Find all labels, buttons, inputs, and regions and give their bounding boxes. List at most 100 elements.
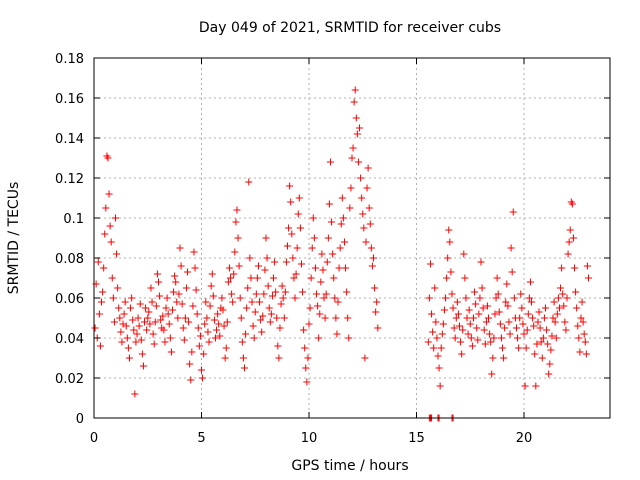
data-point [549, 314, 557, 322]
data-point [245, 178, 253, 186]
data-point [281, 288, 289, 296]
data-point [108, 274, 116, 282]
data-point [320, 294, 328, 302]
data-point [102, 204, 110, 212]
data-point [286, 182, 294, 190]
data-point [524, 310, 532, 318]
data-point [280, 314, 288, 322]
data-point [548, 332, 556, 340]
data-point [305, 320, 313, 328]
data-point [437, 344, 445, 352]
data-point [132, 338, 140, 346]
data-point [334, 298, 342, 306]
data-point [506, 330, 514, 338]
data-point [252, 290, 260, 298]
data-point [231, 248, 239, 256]
data-point [168, 306, 176, 314]
data-point [487, 338, 495, 346]
data-point [211, 334, 219, 342]
data-point [160, 326, 168, 334]
data-point [359, 210, 367, 218]
data-point [130, 326, 138, 334]
data-point [144, 314, 152, 322]
data-point [260, 290, 268, 298]
data-point [477, 258, 485, 266]
data-point [146, 320, 154, 328]
data-point [208, 270, 216, 278]
data-point [566, 226, 574, 234]
data-point [370, 254, 377, 262]
data-point [100, 264, 108, 272]
data-point [262, 234, 270, 242]
data-point [191, 264, 199, 272]
data-point [340, 238, 348, 246]
data-point [230, 270, 238, 278]
data-point [559, 290, 567, 298]
data-point [271, 258, 279, 266]
data-point [562, 326, 570, 334]
data-point [374, 324, 382, 332]
data-point [107, 238, 115, 246]
data-point [179, 324, 187, 332]
y-axis-title: SRMTID / TECUs [6, 182, 22, 295]
data-point [164, 310, 172, 318]
data-point [196, 332, 204, 340]
data-point [360, 224, 368, 232]
data-point [465, 306, 473, 314]
data-point [457, 338, 465, 346]
data-point [464, 330, 472, 338]
data-point [142, 304, 150, 312]
data-point [161, 338, 169, 346]
data-point [263, 254, 271, 262]
data-point [535, 308, 543, 316]
data-point [489, 354, 497, 362]
data-point [155, 278, 162, 286]
data-point [121, 298, 129, 306]
data-point [551, 318, 559, 326]
x-tick-label: 5 [197, 431, 205, 446]
data-point [180, 336, 188, 344]
data-point [113, 250, 121, 258]
data-point [256, 298, 264, 306]
data-point [257, 316, 265, 324]
data-point [232, 218, 240, 226]
data-point [287, 198, 295, 206]
data-point [579, 318, 587, 326]
data-point [129, 316, 137, 324]
data-point [577, 314, 585, 322]
data-point [505, 318, 513, 326]
data-point [560, 302, 568, 310]
data-point [488, 370, 496, 378]
data-point [442, 294, 450, 302]
data-point [526, 278, 534, 286]
data-point [221, 354, 229, 362]
data-point [351, 86, 359, 94]
data-point [575, 334, 583, 342]
data-point [118, 338, 126, 346]
data-point [543, 326, 551, 334]
data-point [434, 352, 442, 360]
data-point [227, 274, 235, 282]
data-point [218, 294, 226, 302]
data-point [234, 234, 242, 242]
data-point [317, 278, 325, 286]
data-point [285, 224, 293, 232]
data-point [451, 334, 459, 342]
data-point [266, 318, 274, 326]
x-tick-label: 10 [301, 431, 318, 446]
data-point [555, 304, 563, 312]
data-point [458, 350, 466, 358]
plot-frame [93, 57, 611, 419]
data-point [136, 300, 144, 308]
data-point [330, 274, 338, 282]
data-point [195, 342, 203, 350]
data-point [440, 306, 448, 314]
data-point [309, 214, 317, 222]
data-point [290, 274, 298, 282]
data-point [184, 268, 192, 276]
data-point [582, 350, 590, 358]
data-point [573, 304, 581, 312]
data-point [433, 334, 441, 342]
data-point [503, 280, 511, 288]
